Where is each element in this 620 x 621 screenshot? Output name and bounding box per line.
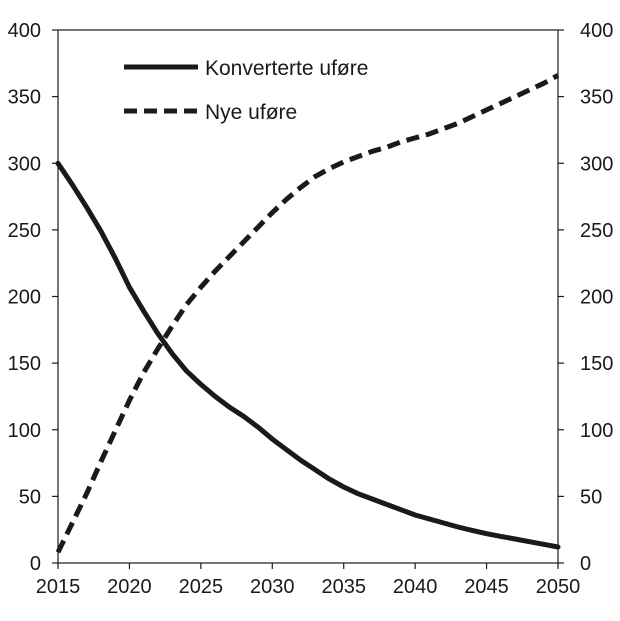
y-tick-label-right: 50 — [580, 486, 602, 508]
series-lines — [55, 73, 561, 554]
y-tick-label-left: 300 — [8, 153, 41, 175]
y-tick-label-right: 150 — [580, 353, 613, 375]
y-tick-label-left: 200 — [8, 287, 41, 309]
y-tick-label-right: 0 — [580, 553, 591, 575]
y-tick-label-right: 400 — [580, 20, 613, 42]
nye-ufore-line — [55, 73, 560, 554]
konverterte-ufore-line — [55, 160, 561, 550]
ticks: 2015 2020 2025 2030 2035 2040 2045 205005010015… — [8, 20, 614, 598]
x-tick-label: 2015 — [36, 576, 81, 598]
y-tick-label-right: 300 — [580, 153, 613, 175]
plot-frame — [57, 29, 559, 564]
y-tick-label-right: 200 — [580, 287, 613, 309]
x-tick-label: 2020 — [107, 576, 152, 598]
y-tick-label-left: 250 — [8, 220, 41, 242]
x-tick-label: 2035 — [321, 576, 366, 598]
y-tick-label-left: 400 — [8, 20, 41, 42]
y-tick-label-left: 350 — [8, 87, 41, 109]
x-tick-label: 2030 — [250, 576, 295, 598]
x-tick-label: 2040 — [393, 576, 438, 598]
x-tick-label: 2045 — [464, 576, 509, 598]
legend-label: Konverterte uføre — [205, 57, 368, 80]
y-tick-label-left: 50 — [19, 486, 41, 508]
y-tick-label-left: 150 — [8, 353, 41, 375]
legend: Konverterte uføre Nye uføre — [124, 57, 368, 124]
x-tick-label: 2025 — [179, 576, 224, 598]
y-tick-label-left: 100 — [8, 420, 41, 442]
y-tick-label-right: 250 — [580, 220, 613, 242]
x-tick-label: 2050 — [536, 576, 581, 598]
y-tick-label-left: 0 — [30, 553, 41, 575]
legend-label: Nye uføre — [205, 101, 297, 124]
y-tick-label-right: 100 — [580, 420, 613, 442]
y-tick-label-right: 350 — [580, 87, 613, 109]
